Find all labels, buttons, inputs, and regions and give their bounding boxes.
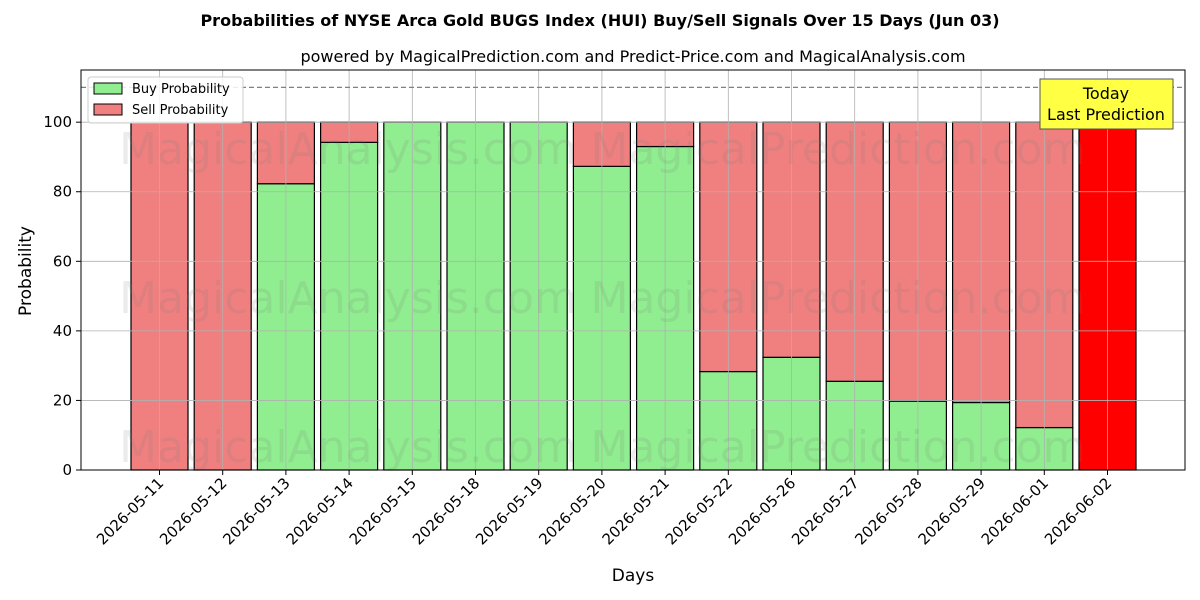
y-axis-label: Probability [16, 226, 36, 316]
legend-swatch [93, 82, 123, 95]
legend-label: Sell Probability [132, 103, 229, 118]
chart-title: Probabilities of NYSE Arca Gold BUGS Ind… [200, 11, 999, 30]
watermark-text: MagicalAnalysis.com [119, 422, 577, 473]
x-tick-label: 2026-05-19 [472, 474, 546, 548]
x-tick-label: 2026-05-22 [662, 474, 736, 548]
x-tick-label: 2026-05-14 [283, 474, 357, 548]
y-tick-label: 40 [53, 322, 72, 340]
legend: Buy Probability Sell Probability [87, 76, 244, 124]
x-tick-label: 2026-05-21 [599, 474, 673, 548]
x-tick-label: 2026-05-11 [93, 474, 167, 548]
x-tick-label: 2026-05-18 [409, 474, 483, 548]
watermark-text: MagicalPrediction.com [591, 124, 1086, 175]
legend-label: Buy Probability [132, 82, 230, 97]
watermark-text: MagicalAnalysis.com [119, 124, 577, 175]
y-tick-label: 20 [53, 391, 72, 409]
y-tick-label: 0 [62, 461, 72, 479]
legend-box [87, 76, 244, 124]
today-annotation: Today Last Prediction [1039, 78, 1174, 130]
y-tick-label: 80 [53, 183, 72, 201]
x-tick-label: 2026-05-12 [156, 474, 230, 548]
annotation-box [1039, 78, 1174, 130]
x-tick-label: 2026-05-13 [219, 474, 293, 548]
watermark-text: MagicalPrediction.com [591, 422, 1086, 473]
chart-subtitle: powered by MagicalPrediction.com and Pre… [300, 47, 965, 66]
x-tick-label: 2026-05-28 [851, 474, 925, 548]
x-tick-label: 2026-05-29 [915, 474, 989, 548]
plot-frame [80, 69, 1186, 471]
x-tick-label: 2026-05-20 [535, 474, 609, 548]
legend-swatch [93, 103, 123, 116]
x-tick-label: 2026-05-26 [725, 474, 799, 548]
x-tick-label: 2026-06-02 [1041, 474, 1115, 548]
annotation-text: Last Prediction [1047, 105, 1165, 124]
x-tick-label: 2026-05-15 [346, 474, 420, 548]
x-tick-label: 2026-06-01 [978, 474, 1052, 548]
annotation-text: Today [1082, 84, 1129, 103]
y-tick-label: 60 [53, 252, 72, 270]
watermark-text: MagicalAnalysis.com [119, 273, 577, 324]
x-axis-label: Days [612, 566, 655, 586]
watermark-text: MagicalPrediction.com [591, 273, 1086, 324]
x-tick-label: 2026-05-27 [788, 474, 862, 548]
y-tick-label: 100 [43, 113, 72, 131]
